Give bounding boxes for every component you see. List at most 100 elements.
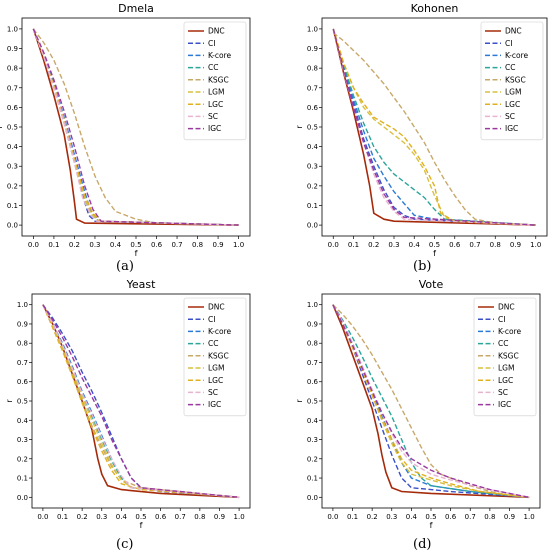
legend: DNC CI K-core CC KSGC LGM LGC SC IGC — [183, 21, 247, 141]
y-tick-label: 0.4 — [7, 143, 19, 151]
legend-label-sc: SC — [208, 388, 218, 397]
legend-label-dnc: DNC — [505, 27, 522, 36]
x-tick-label: 0.2 — [69, 241, 80, 249]
y-tick-label: 0.1 — [307, 475, 318, 483]
series-line-igc — [332, 304, 530, 498]
y-tick-label: 0.2 — [307, 455, 318, 463]
series-line-lgm — [42, 304, 240, 498]
y-tick-label: 1.0 — [17, 301, 28, 309]
panel-label-d: (d) — [413, 537, 432, 552]
y-tick-label: 0.6 — [307, 378, 319, 386]
x-tick-label: 0.4 — [110, 241, 122, 249]
x-tick-label: 0.1 — [48, 241, 59, 249]
legend-label-ci: CI — [498, 315, 505, 324]
panel-vote: Vote 0.0 0.1 0.2 0.3 0.4 0.5 0.6 0.7 0.8 0.9 1.0 0.0… — [295, 278, 541, 530]
x-tick-label: 0.0 — [37, 513, 48, 521]
x-tick-label: 0.4 — [406, 513, 418, 521]
series-line-ksgc — [332, 32, 536, 226]
y-tick-label: 0.7 — [307, 359, 318, 367]
legend: DNC CI K-core CC KSGC LGM LGC SC IGC — [183, 297, 247, 417]
legend-label-dnc: DNC — [208, 303, 225, 312]
y-tick-label: 0.4 — [307, 143, 319, 151]
series-line-igc — [32, 28, 239, 226]
x-tick-label: 0.8 — [490, 241, 501, 249]
y-tick-label: 0.9 — [307, 320, 318, 328]
legend-label-sc: SC — [208, 112, 218, 121]
y-tick-label: 0.0 — [307, 222, 318, 230]
legend-label-dnc: DNC — [208, 27, 225, 36]
y-axis-label: r — [295, 399, 304, 403]
series-line-lgc — [42, 304, 240, 498]
x-tick-label: 0.2 — [368, 241, 379, 249]
y-tick-label: 0.1 — [7, 202, 18, 210]
legend-label-k-core: K-core — [498, 327, 521, 336]
y-tick-label: 0.6 — [307, 104, 319, 112]
legend-label-k-core: K-core — [208, 327, 231, 336]
series-line-k-core — [332, 28, 536, 226]
x-tick-label: 1.0 — [234, 513, 245, 521]
y-tick-label: 0.8 — [307, 340, 318, 348]
x-tick-label: 1.0 — [530, 241, 541, 249]
series-line-lgc — [332, 28, 536, 226]
series-line-cc — [332, 304, 530, 498]
x-tick-label: 0.7 — [469, 241, 480, 249]
legend-label-lgm: LGM — [498, 364, 514, 373]
series-line-ci — [42, 304, 240, 498]
series-line-cc — [332, 28, 536, 226]
x-tick-label: 0.1 — [347, 513, 358, 521]
x-tick-label: 0.4 — [116, 513, 128, 521]
x-tick-label: 0.0 — [28, 241, 39, 249]
legend-label-cc: CC — [208, 63, 218, 72]
y-tick-label: 0.2 — [307, 182, 318, 190]
x-tick-label: 0.4 — [409, 241, 421, 249]
panel-yeast: Yeast 0.0 0.1 0.2 0.3 0.4 0.5 0.6 0.7 0.8 0.9 1.0 0.… — [5, 278, 251, 530]
x-tick-label: 0.3 — [388, 241, 399, 249]
legend-label-ci: CI — [208, 315, 215, 324]
x-tick-label: 0.3 — [96, 513, 107, 521]
legend-label-cc: CC — [505, 63, 515, 72]
y-tick-label: 0.0 — [17, 494, 28, 502]
x-axis-label: f — [135, 249, 138, 258]
x-tick-label: 0.5 — [135, 513, 146, 521]
chart-title: Kohonen — [411, 2, 459, 15]
y-tick-label: 0.0 — [307, 494, 318, 502]
legend-box — [473, 297, 537, 417]
series-line-dnc — [332, 28, 536, 226]
x-tick-label: 1.0 — [524, 513, 535, 521]
y-tick-label: 0.6 — [17, 378, 29, 386]
x-tick-label: 0.2 — [367, 513, 378, 521]
legend-label-lgm: LGM — [208, 88, 224, 97]
legend-label-k-core: K-core — [505, 51, 528, 60]
legend-label-lgm: LGM — [505, 88, 521, 97]
x-tick-label: 0.3 — [89, 241, 100, 249]
x-axis-label: f — [430, 521, 433, 530]
y-tick-label: 0.1 — [307, 202, 318, 210]
series-line-igc — [42, 304, 240, 498]
y-axis-label: r — [5, 399, 14, 403]
legend-label-ksgc: KSGC — [208, 75, 229, 84]
x-tick-label: 0.9 — [213, 241, 224, 249]
series-line-dnc — [32, 28, 239, 226]
legend-label-lgc: LGC — [208, 376, 223, 385]
series-line-dnc — [332, 304, 530, 499]
legend-label-ci: CI — [208, 39, 215, 48]
legend-label-lgc: LGC — [208, 100, 223, 109]
panel-kohonen: Kohonen 0.0 0.1 0.2 0.3 0.4 0.5 0.6 0.7 0.8 0.9 1.0… — [295, 2, 548, 258]
y-tick-label: 0.3 — [7, 163, 18, 171]
legend-label-ci: CI — [505, 39, 512, 48]
legend-label-cc: CC — [498, 339, 508, 348]
x-tick-label: 0.9 — [214, 513, 225, 521]
y-tick-label: 0.3 — [307, 163, 318, 171]
y-tick-label: 0.4 — [17, 417, 29, 425]
panel-label-c: (c) — [116, 537, 134, 552]
legend-label-ksgc: KSGC — [498, 351, 519, 360]
x-tick-label: 0.5 — [429, 241, 440, 249]
legend-label-cc: CC — [208, 339, 218, 348]
y-tick-label: 0.1 — [17, 475, 28, 483]
series-line-dnc — [42, 304, 240, 499]
x-tick-label: 0.7 — [465, 513, 476, 521]
series-line-sc — [332, 304, 530, 498]
x-tick-label: 0.8 — [484, 513, 495, 521]
